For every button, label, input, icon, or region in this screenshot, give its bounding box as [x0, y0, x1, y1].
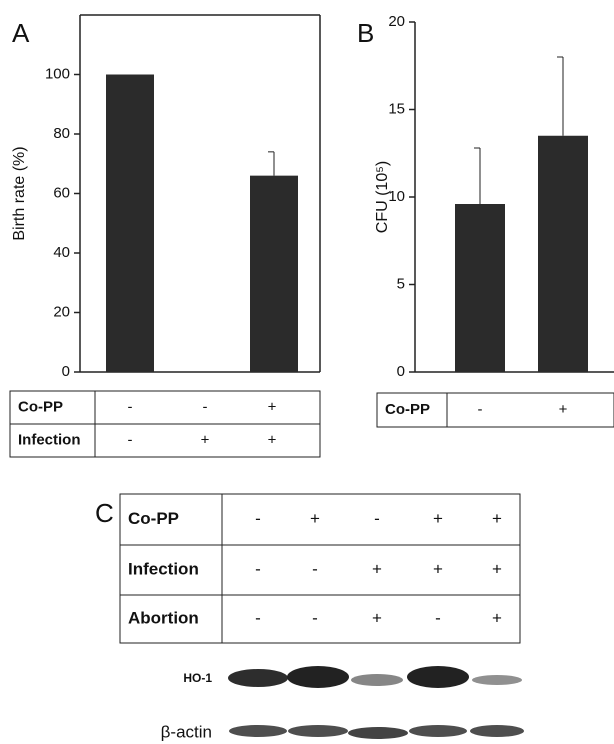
- y-tick-label: 20: [388, 13, 405, 30]
- row-label: Co-PP: [385, 401, 430, 418]
- table-cell: +: [433, 509, 443, 528]
- table-cell: -: [435, 608, 441, 627]
- y-tick-label: 15: [388, 100, 405, 117]
- row-label: Abortion: [128, 608, 199, 627]
- table-cell: -: [312, 559, 318, 578]
- bar: [538, 136, 588, 372]
- table-cell: -: [374, 509, 380, 528]
- table-cell: -: [478, 401, 483, 418]
- table-cell: +: [492, 559, 502, 578]
- table-cell: -: [203, 398, 208, 415]
- blot-label: β-actin: [161, 722, 212, 741]
- table-cell: +: [559, 401, 568, 418]
- table-cell: +: [492, 608, 502, 627]
- table-cell: +: [310, 509, 320, 528]
- y-tick-label: 0: [62, 363, 70, 380]
- y-tick-label: 5: [397, 275, 405, 292]
- panel-letter: B: [357, 18, 374, 48]
- table-cell: -: [255, 608, 261, 627]
- table-cell: +: [268, 431, 277, 448]
- row-label: Infection: [128, 559, 199, 578]
- table-cell: +: [433, 559, 443, 578]
- table-cell: -: [255, 559, 261, 578]
- table-cell: -: [128, 398, 133, 415]
- table-cell: +: [268, 398, 277, 415]
- row-label: Infection: [18, 431, 81, 448]
- y-tick-label: 60: [53, 184, 70, 201]
- table-cell: +: [372, 559, 382, 578]
- y-axis-label: Birth rate (%): [11, 146, 28, 240]
- bar: [455, 204, 505, 372]
- table-cell: +: [372, 608, 382, 627]
- bar: [250, 176, 298, 372]
- table-cell: +: [201, 431, 210, 448]
- y-tick-label: 100: [45, 65, 70, 82]
- table-cell: -: [312, 608, 318, 627]
- panel-letter: A: [12, 18, 30, 48]
- row-label: Co-PP: [18, 398, 63, 415]
- y-tick-label: 80: [53, 125, 70, 142]
- table-cell: +: [492, 509, 502, 528]
- y-tick-label: 0: [397, 363, 405, 380]
- y-axis-label: CFU (10⁵): [374, 161, 391, 233]
- blot-label: HO-1: [183, 671, 212, 685]
- panel-letter: C: [95, 498, 114, 528]
- western-blot: [228, 666, 524, 739]
- bar: [106, 75, 154, 373]
- y-tick-label: 40: [53, 244, 70, 261]
- table-cell: -: [128, 431, 133, 448]
- y-tick-label: 20: [53, 303, 70, 320]
- figure: C A 0 20 40 60 80 100 Birth rate (%) Co-PP - - + Inf…: [0, 0, 614, 744]
- row-label: Co-PP: [128, 509, 179, 528]
- table-cell: -: [255, 509, 261, 528]
